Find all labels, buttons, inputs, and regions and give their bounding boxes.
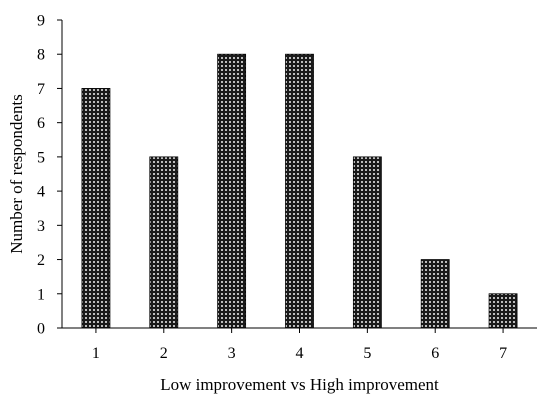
x-tick-label: 4 [296,345,304,362]
x-tick-label: 5 [363,345,371,362]
x-tick-label: 3 [228,345,236,362]
x-tick-label: 7 [499,345,507,362]
y-tick-label: 8 [37,47,45,64]
x-tick-label: 6 [431,345,439,362]
y-tick-label: 2 [37,252,45,269]
y-tick-label: 6 [37,115,45,132]
x-tick-label: 1 [92,345,100,362]
bar-3 [217,53,247,329]
bar-2 [149,156,179,329]
x-axis-ticks: 1 2 3 4 5 6 7 [92,328,507,362]
y-tick-label: 9 [37,13,45,30]
bar-5 [352,156,382,329]
x-tick-label: 2 [160,345,168,362]
bar-7 [488,293,518,329]
bar-1 [81,88,111,329]
y-tick-label: 4 [37,184,45,201]
y-axis-label: Number of respondents [7,94,26,254]
bar-6 [420,259,450,329]
y-tick-label: 1 [37,286,45,303]
x-axis-label: Low improvement vs High improvement [160,375,439,394]
y-axis-ticks: 0 1 2 3 4 5 6 7 8 9 [37,13,62,338]
y-tick-label: 5 [37,149,45,166]
y-tick-label: 7 [37,81,45,98]
y-tick-label: 0 [37,321,45,338]
y-tick-label: 3 [37,218,45,235]
bar-4 [285,53,314,329]
bars-group [81,53,518,329]
